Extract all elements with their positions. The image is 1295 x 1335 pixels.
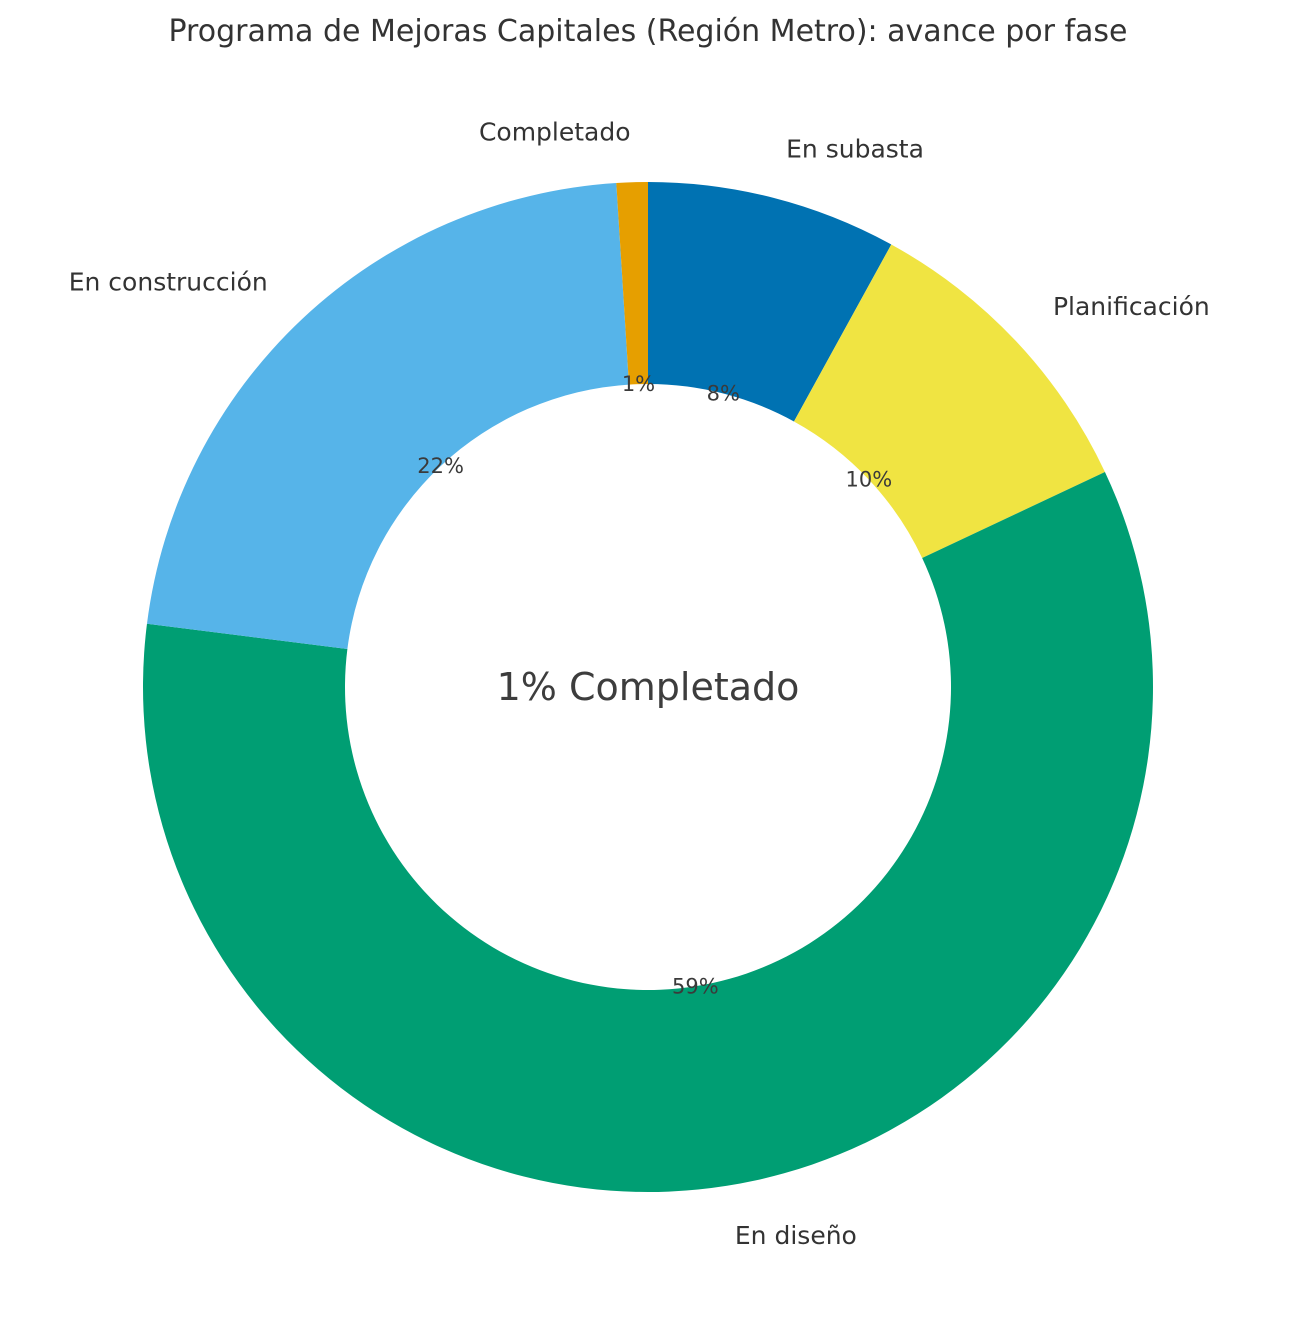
donut-center-label: 1% Completado [497,665,800,709]
pie-pct-label-en-diseno: 59% [672,974,719,998]
pie-slice-en-construccion [146,183,629,650]
chart-title: Programa de Mejoras Capitales (Región Me… [168,14,1127,49]
pie-slice-completado [616,182,648,385]
pie-pct-label-en-construccion: 22% [417,454,464,478]
pie-labels-layer: 8% En subasta 10% Planificación 59% En diseño… [69,117,1210,1250]
pie-pct-label-en-subasta: 8% [707,382,740,406]
pie-slice-en-subasta [648,182,892,422]
pie-slices-layer [142,182,1153,1192]
pie-slice-planificacion [793,244,1105,558]
pie-pct-label-completado: 1% [622,372,655,396]
pie-slice-en-diseno [142,471,1153,1192]
pie-category-label-en-construccion: En construcción [69,268,268,297]
pie-category-label-planificacion: Planificación [1053,292,1210,321]
pie-category-label-en-subasta: En subasta [786,134,924,163]
pie-category-label-completado: Completado [479,117,631,146]
pie-pct-label-planificacion: 10% [846,468,893,492]
pie-category-label-en-diseno: En diseño [735,1221,857,1250]
